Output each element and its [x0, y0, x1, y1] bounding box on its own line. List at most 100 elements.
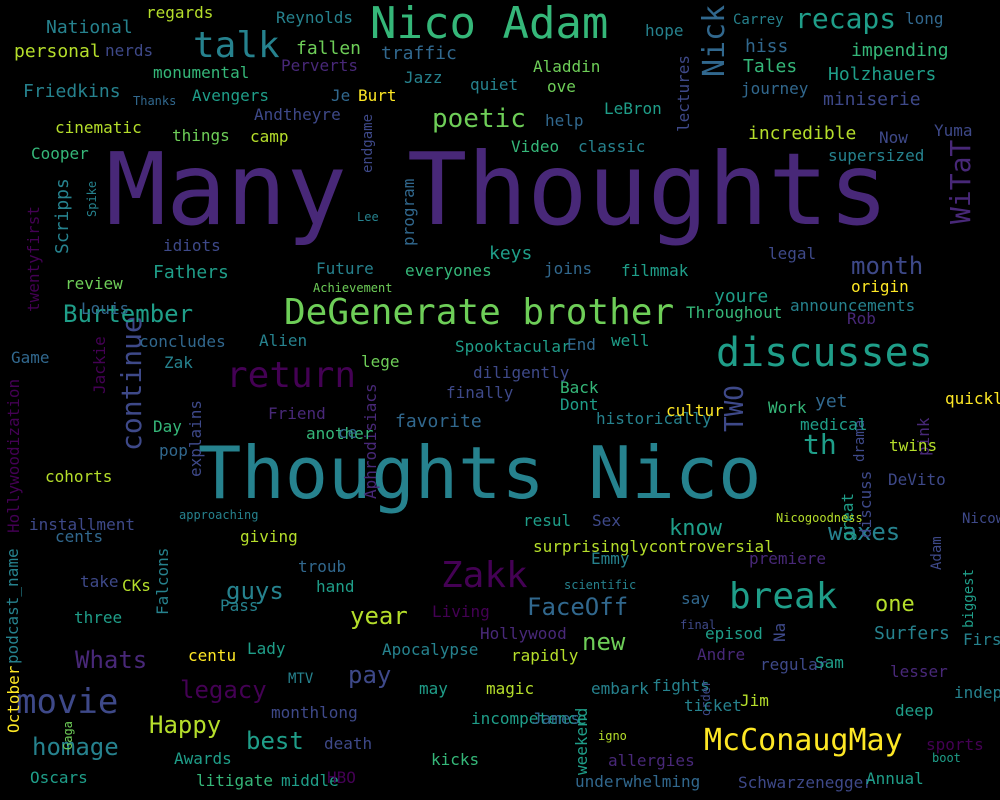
word-116: yet [815, 391, 848, 412]
word-131: approaching [179, 508, 259, 522]
word-64: things [172, 126, 230, 145]
word-32: th [803, 428, 837, 461]
word-182: weekend [572, 707, 591, 776]
word-13: Nick [697, 4, 732, 78]
word-156: Surfers [874, 623, 950, 644]
word-49: Holzhauers [828, 64, 937, 85]
word-7: Zakk [441, 555, 528, 596]
word-109: Throughout [686, 303, 783, 322]
word-164: Andre [697, 645, 746, 664]
word-194: middle [281, 771, 339, 790]
word-93: Rob [847, 309, 876, 328]
word-163: rapidly [511, 646, 579, 665]
word-75: Scripps [52, 177, 73, 254]
word-63: cinematic [55, 118, 142, 137]
word-106: finally [446, 383, 514, 402]
word-181: James [532, 709, 581, 728]
word-76: Spike [85, 180, 99, 218]
word-138: Emmy [591, 549, 630, 568]
word-88: review [65, 274, 123, 293]
word-53: ove [547, 77, 576, 96]
word-94: concludes [139, 332, 226, 351]
word-55: miniserie [823, 89, 921, 110]
word-89: Achievement [313, 281, 393, 295]
word-10: recaps [795, 2, 897, 35]
word-120: ce [338, 423, 358, 442]
word-36: hope [645, 21, 684, 40]
word-140: installment [29, 515, 135, 534]
word-154: final [680, 618, 717, 632]
word-119: another [306, 424, 374, 443]
word-157: three [74, 608, 123, 627]
word-41: fallen [296, 38, 362, 59]
word-110: explains [186, 399, 205, 478]
word-74: supersized [828, 146, 925, 165]
word-144: Nicowith [962, 511, 1000, 527]
word-149: hand [316, 577, 355, 596]
word-66: help [545, 111, 584, 130]
word-0: Many Thoughts [106, 131, 889, 248]
word-102: Louis [81, 299, 130, 318]
word-187: sports [926, 735, 984, 754]
word-196: underwhelming [575, 772, 701, 791]
word-168: First [963, 630, 1000, 649]
word-146: biggest [961, 568, 977, 628]
word-166: Sam [815, 653, 844, 672]
word-158: Hollywood [480, 624, 567, 643]
word-104: Hollywoodization [4, 378, 23, 534]
word-113: historically [596, 409, 712, 428]
word-185: igno [598, 729, 627, 743]
word-5: return [226, 355, 357, 396]
word-73: classic [578, 137, 646, 156]
word-26: guys [226, 577, 284, 605]
word-39: personal [14, 41, 101, 62]
word-60: LeBron [604, 99, 662, 118]
word-121: Dont [560, 395, 599, 414]
word-189: kicks [431, 750, 480, 769]
word-24: waxes [828, 518, 901, 546]
word-86: joins [544, 259, 593, 278]
word-101: lege [361, 352, 400, 371]
word-133: resul [523, 511, 572, 530]
word-80: twentyfirst [24, 205, 43, 312]
word-115: Work [768, 398, 807, 417]
word-81: keys [489, 243, 533, 264]
word-195: HBO [327, 768, 356, 787]
word-162: Apocalypse [382, 640, 479, 659]
word-143: troub [298, 557, 347, 576]
word-27: year [350, 602, 408, 630]
word-159: episod [705, 624, 763, 643]
word-135: cents [55, 527, 104, 546]
word-178: Gaga [61, 720, 75, 750]
word-91: origin [851, 277, 909, 296]
word-22: FaceOff [527, 593, 629, 621]
word-15: TWO [720, 384, 750, 432]
word-2: Nico Adam [370, 0, 609, 49]
word-92: announcements [790, 296, 916, 315]
word-6: McConaugMay [704, 723, 903, 758]
word-87: filmmak [621, 261, 689, 280]
word-52: quiet [470, 75, 519, 94]
word-33: National [46, 17, 133, 38]
word-198: Annual [866, 769, 924, 788]
word-112: favorite [395, 411, 482, 432]
word-155: Na [770, 622, 789, 643]
word-21: best [246, 727, 304, 755]
word-84: Future [316, 259, 374, 278]
word-183: ticket [684, 696, 742, 715]
word-25: know [669, 516, 722, 541]
word-90: youre [714, 286, 769, 307]
word-96: Spooktacular [455, 337, 571, 356]
word-18: legacy [180, 676, 267, 704]
word-46: Perverts [281, 56, 359, 75]
word-108: Back [560, 378, 599, 397]
word-169: October [4, 665, 23, 734]
word-71: endgame [360, 113, 376, 173]
word-50: Friedkins [23, 81, 121, 102]
word-34: regards [146, 3, 214, 22]
word-85: everyones [405, 261, 492, 280]
word-117: quickly [945, 389, 1000, 408]
word-83: Fathers [153, 262, 229, 283]
word-31: Whats [75, 646, 148, 674]
